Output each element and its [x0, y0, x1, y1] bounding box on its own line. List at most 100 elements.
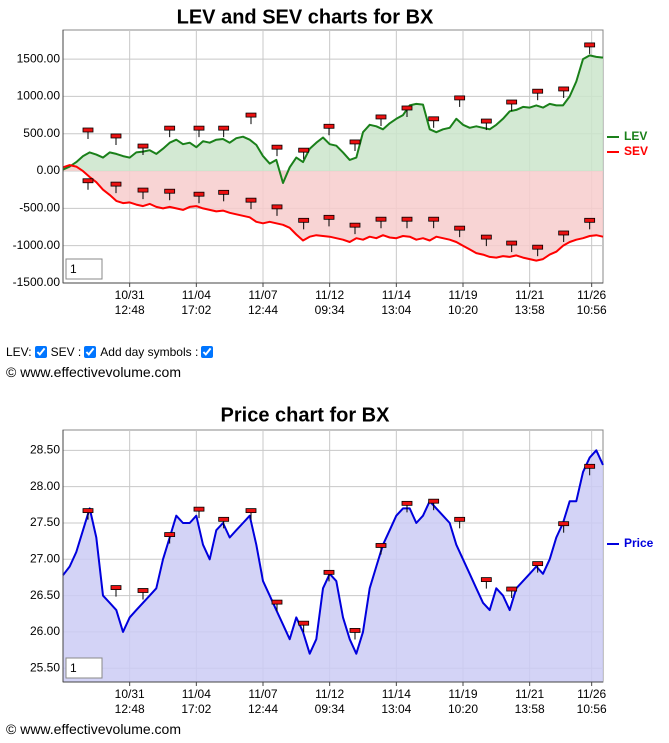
x-tick-label-line: 11/21: [515, 288, 544, 302]
day-symbol: [82, 178, 94, 184]
line: [62, 449, 604, 655]
day-symbol: [193, 506, 205, 512]
day-symbol: [428, 216, 440, 222]
day-symbol: [164, 532, 176, 537]
day-symbol: [137, 143, 149, 149]
day-symbol: [245, 197, 257, 203]
credit: © www.effectivevolume.com: [6, 721, 182, 737]
x-tick-label: 11/19 10:20: [448, 288, 478, 317]
day-symbol: [506, 99, 518, 105]
control-label: SEV :: [50, 345, 82, 359]
day-symbol: [245, 508, 257, 514]
zoom-input[interactable]: [65, 258, 103, 280]
x-tick-label-line: 11/07: [248, 687, 277, 701]
y-tick-label: 26.00: [30, 624, 60, 638]
day-symbol: [193, 125, 205, 131]
credit: © www.effectivevolume.com: [6, 364, 182, 380]
day-symbol: [480, 577, 492, 583]
x-tick-label: 11/04 17:02: [181, 288, 211, 317]
area: [63, 165, 603, 261]
x-tick-label-line: 12:44: [248, 702, 278, 716]
day-symbol: [558, 521, 570, 527]
y-tick-label: 26.50: [30, 588, 60, 602]
day-symbol: [584, 463, 596, 469]
day-symbol: [558, 86, 570, 92]
x-tick-label-line: 12:48: [115, 303, 145, 317]
day-symbol: [584, 217, 596, 223]
x-tick-label-line: 11/19: [448, 687, 477, 701]
area: [63, 450, 603, 682]
day-symbol: [401, 500, 413, 506]
day-symbol: [218, 125, 230, 131]
y-tick-label: 25.50: [30, 660, 60, 674]
x-tick-label-line: 11/14: [382, 687, 411, 701]
x-tick-label: 11/19 10:20: [448, 687, 478, 716]
x-tick-label: 11/14 13:04: [381, 687, 411, 716]
line: [62, 164, 604, 262]
day-symbol: [298, 620, 310, 626]
day-symbol: [323, 569, 335, 575]
x-tick-label-line: 09:34: [315, 303, 345, 317]
day-symbol: [375, 114, 387, 120]
x-tick-label-line: 17:02: [181, 702, 211, 716]
day-symbol: [245, 112, 257, 118]
day-symbol: [271, 204, 283, 210]
y-tick-label: 28.00: [30, 479, 60, 493]
zoom-input[interactable]: [65, 657, 103, 679]
x-tick-label-line: 12:48: [115, 702, 145, 716]
y-tick-label: 1500.00: [17, 51, 61, 65]
x-tick-label-line: 11/19: [448, 288, 477, 302]
day-symbol: [428, 498, 440, 504]
x-tick-label: 10/31 12:48: [115, 288, 145, 317]
day-symbol: [480, 118, 492, 124]
day-symbol: [110, 133, 122, 139]
x-tick-label: 11/21 13:58: [515, 687, 545, 716]
x-tick-label: 11/07 12:44: [248, 687, 278, 716]
area: [63, 55, 603, 183]
x-tick-label: 11/26 10:56: [577, 288, 607, 317]
controls: LEV: SEV : Add day symbols :: [6, 345, 217, 359]
day-symbol: [298, 147, 310, 153]
x-tick-label-line: 10/31: [115, 288, 145, 302]
y-tick-label: 0.00: [37, 163, 61, 177]
x-tick-label-line: 11/07: [248, 288, 277, 302]
x-tick-label-line: 11/26: [577, 687, 606, 701]
day-symbol: [375, 216, 387, 222]
checkbox[interactable]: [84, 346, 97, 358]
checkbox[interactable]: [201, 346, 214, 358]
x-tick-label-line: 10:56: [577, 702, 607, 716]
checkbox[interactable]: [34, 346, 47, 358]
day-symbol: [480, 234, 492, 240]
x-tick-label-line: 10:20: [448, 702, 478, 716]
y-tick-label: -1500.00: [13, 275, 61, 289]
day-symbol: [110, 181, 122, 187]
day-symbol: [454, 516, 466, 522]
day-symbol: [532, 244, 544, 250]
x-tick-label-line: 11/12: [315, 288, 344, 302]
x-tick-label: 11/04 17:02: [181, 687, 211, 716]
x-tick-label-line: 11/12: [315, 687, 344, 701]
x-tick-label: 11/12 09:34: [315, 288, 345, 317]
day-symbol: [532, 88, 544, 94]
day-symbol: [271, 144, 283, 150]
day-symbol: [532, 561, 544, 567]
x-tick-label-line: 10:20: [448, 303, 478, 317]
control-label: Add day symbols :: [100, 345, 199, 359]
y-tick-label: 1000.00: [17, 89, 61, 103]
day-symbol: [137, 187, 149, 193]
legend-label: LEV: [624, 129, 647, 143]
day-symbol: [401, 216, 413, 222]
y-tick-label: -1000.00: [13, 238, 61, 252]
x-tick-label: 11/07 12:44: [248, 288, 278, 317]
x-tick-label: 11/21 13:58: [515, 288, 545, 317]
x-tick-label-line: 11/26: [577, 288, 606, 302]
day-symbol: [454, 225, 466, 231]
x-tick-label-line: 11/04: [182, 687, 211, 701]
day-symbol: [349, 222, 361, 228]
day-symbol: [349, 139, 361, 145]
x-tick-label-line: 11/04: [182, 288, 211, 302]
day-symbol: [558, 230, 570, 236]
x-tick-label: 11/14 13:04: [381, 288, 411, 317]
